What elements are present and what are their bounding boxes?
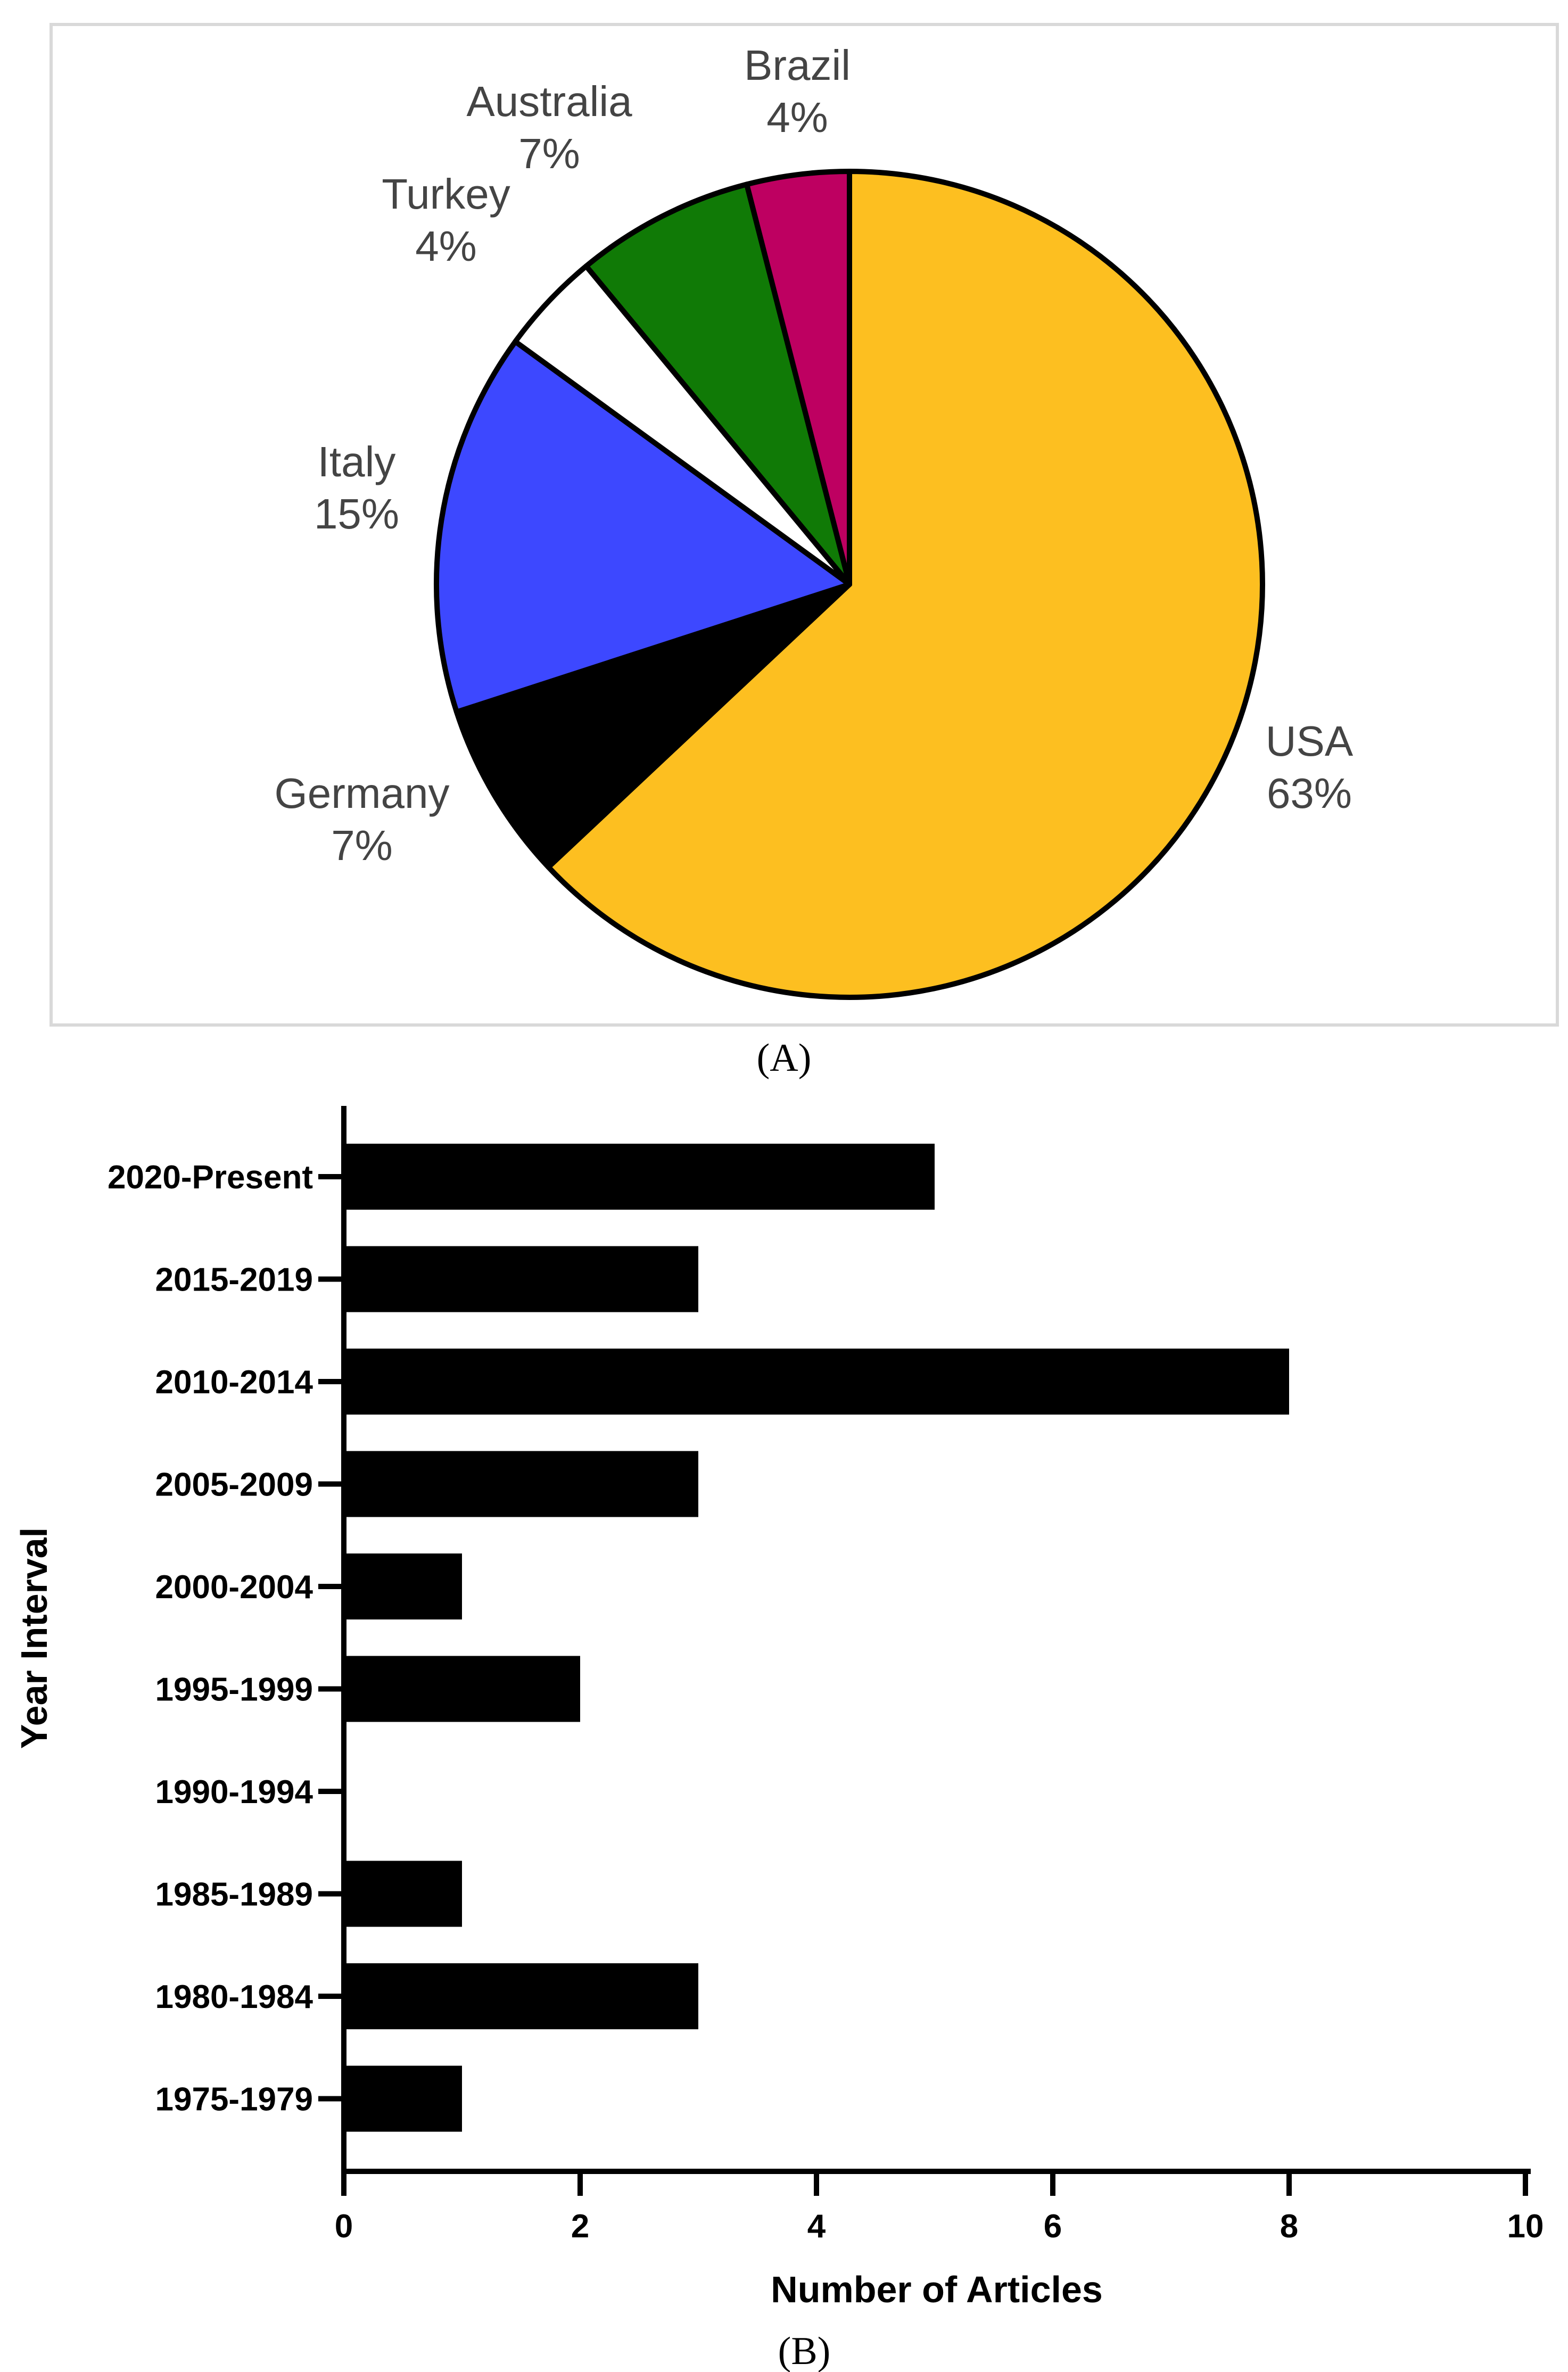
x-tick-label-8: 8 <box>1280 2208 1298 2245</box>
pie-chart-panel: USA63%Germany7%Italy15%Turkey4%Australia… <box>49 23 1559 1027</box>
bar-2000-2004 <box>344 1553 462 1619</box>
pie-label-usa: USA <box>1266 717 1354 765</box>
pie-value-label-germany: 7% <box>331 822 393 869</box>
pie-label-australia: Australia <box>466 78 632 125</box>
x-tick-label-6: 6 <box>1044 2208 1062 2245</box>
x-axis-title: Number of Articles <box>771 2269 1103 2310</box>
pie-label-brazil: Brazil <box>744 42 851 89</box>
y-tick-label-2005-2009: 2005-2009 <box>155 1467 313 1503</box>
bar-2015-2019 <box>344 1246 698 1312</box>
y-tick-label-1985-1989: 1985-1989 <box>155 1877 313 1913</box>
panel-a-label: (A) <box>757 1036 812 1080</box>
x-axis-ticks: 0 2 4 6 8 10 <box>335 2171 1544 2245</box>
y-tick-label-2000-2004: 2000-2004 <box>155 1569 313 1606</box>
pie-label-turkey: Turkey <box>382 170 510 218</box>
pie-slice-usa <box>546 169 1265 1000</box>
y-axis-ticks: 2020-Present 2015-2019 2010-2014 2005-2009 2… <box>108 1159 344 2118</box>
x-tick-label-2: 2 <box>571 2208 589 2245</box>
x-tick-label-10: 10 <box>1507 2208 1544 2245</box>
pie-slice-australia <box>583 181 852 587</box>
pie-slices <box>434 169 1265 1000</box>
x-tick-label-4: 4 <box>807 2208 826 2245</box>
pie-value-label-turkey: 4% <box>415 222 477 270</box>
bar-1980-1984 <box>344 1963 698 2029</box>
y-tick-label-2015-2019: 2015-2019 <box>155 1262 313 1299</box>
pie-value-label-australia: 7% <box>518 130 580 177</box>
y-tick-label-1980-1984: 1980-1984 <box>155 1979 313 2015</box>
bar-1975-1979 <box>344 2065 462 2132</box>
x-tick-label-0: 0 <box>335 2208 353 2245</box>
bar-2020-present <box>344 1144 935 1210</box>
pie-slice-italy <box>434 338 852 715</box>
y-tick-label-2010-2014: 2010-2014 <box>155 1364 313 1401</box>
pie-slice-germany <box>453 582 852 870</box>
bar-2005-2009 <box>344 1451 698 1517</box>
y-tick-label-1990-1994: 1990-1994 <box>155 1774 313 1811</box>
bar-2010-2014 <box>344 1349 1289 1415</box>
bars <box>344 1144 1289 2132</box>
y-tick-label-1995-1999: 1995-1999 <box>155 1672 313 1708</box>
bar-1995-1999 <box>344 1656 580 1722</box>
pie-value-label-italy: 15% <box>314 490 399 538</box>
panel-b-label: (B) <box>778 2329 831 2372</box>
bar-1985-1989 <box>344 1861 462 1927</box>
pie-label-italy: Italy <box>318 438 396 485</box>
pie-slice-brazil <box>744 169 852 587</box>
y-axis-title: Year Interval <box>13 1527 55 1749</box>
y-tick-label-2020-present: 2020-Present <box>108 1159 313 1196</box>
pie-labels: USA63%Germany7%Italy15%Turkey4%Australia… <box>275 42 1354 869</box>
bar-chart-panel: 2020-Present 2015-2019 2010-2014 2005-2009 2… <box>13 1106 1544 2310</box>
pie-label-germany: Germany <box>275 770 450 817</box>
pie-value-label-usa: 63% <box>1267 770 1352 817</box>
y-tick-label-1975-1979: 1975-1979 <box>155 2081 313 2118</box>
pie-value-label-brazil: 4% <box>766 94 828 141</box>
